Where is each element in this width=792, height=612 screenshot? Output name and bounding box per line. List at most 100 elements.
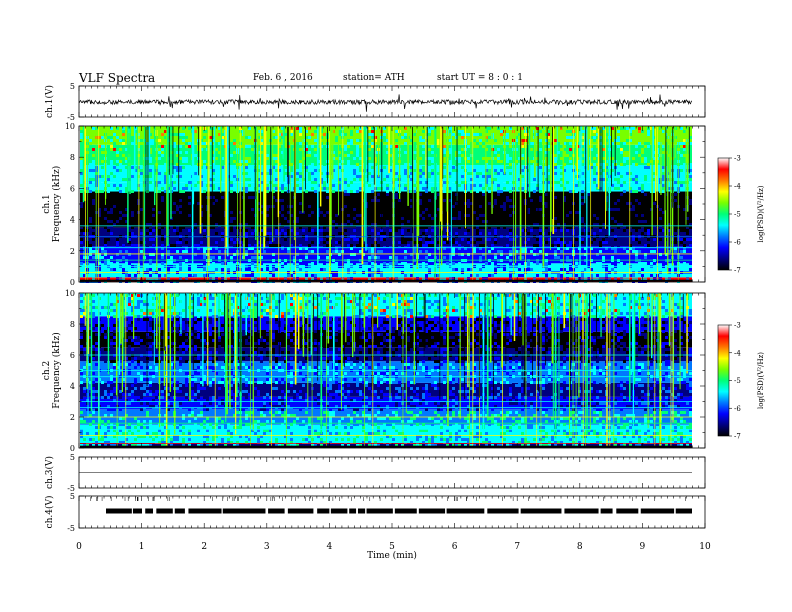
psd-cell [644, 166, 647, 169]
psd-cell [518, 160, 521, 163]
psd-cell [644, 253, 647, 256]
psd-cell [287, 232, 290, 235]
psd-cell [497, 223, 500, 226]
psd-cell [413, 127, 416, 130]
psd-cell [362, 199, 365, 202]
psd-cell [152, 238, 155, 241]
psd-cell [137, 142, 140, 145]
psd-cell [248, 145, 251, 148]
psd-cell [158, 190, 161, 193]
psd-cell [203, 226, 206, 229]
psd-cell [371, 175, 374, 178]
psd-cell [482, 142, 485, 145]
psd-cell [209, 136, 212, 139]
psd-cell [608, 274, 611, 277]
psd-cell [353, 208, 356, 211]
psd-cell [581, 262, 584, 265]
figure-title: VLF Spectra [79, 71, 156, 85]
psd-cell [485, 145, 488, 148]
psd-cell [353, 169, 356, 172]
psd-cell [536, 208, 539, 211]
psd-cell [548, 148, 551, 151]
psd-cell [590, 274, 593, 277]
psd-cell [482, 166, 485, 169]
psd-cell [485, 262, 488, 265]
psd-cell [482, 157, 485, 160]
psd-cell [314, 199, 317, 202]
psd-cell [569, 130, 572, 133]
psd-cell [641, 130, 644, 133]
psd-cell [137, 220, 140, 223]
psd-cell [635, 232, 638, 235]
psd-cell [362, 184, 365, 187]
psd-cell [548, 202, 551, 205]
psd-cell [104, 274, 107, 277]
psd-cell [680, 253, 683, 256]
psd-cell [614, 205, 617, 208]
psd-cell [401, 238, 404, 241]
psd-cell [479, 133, 482, 136]
psd-cell [680, 238, 683, 241]
psd-cell [443, 253, 446, 256]
psd-cell [296, 142, 299, 145]
psd-cell [473, 178, 476, 181]
psd-cell [164, 199, 167, 202]
psd-cell [581, 172, 584, 175]
psd-cell [629, 127, 632, 130]
psd-cell [362, 250, 365, 253]
psd-cell [377, 268, 380, 271]
psd-cell [149, 229, 152, 232]
psd-cell [620, 163, 623, 166]
psd-cell [305, 163, 308, 166]
psd-cell [233, 217, 236, 220]
psd-cell [635, 181, 638, 184]
psd-cell [437, 142, 440, 145]
psd-cell [215, 220, 218, 223]
psd-cell [569, 244, 572, 247]
psd-cell [299, 127, 302, 130]
psd-cell [497, 196, 500, 199]
psd-cell [374, 127, 377, 130]
psd-cell [443, 151, 446, 154]
psd-cell [410, 139, 413, 142]
psd-cell [179, 202, 182, 205]
psd-cell [593, 157, 596, 160]
psd-cell [647, 262, 650, 265]
psd-cell [281, 220, 284, 223]
psd-cell [647, 238, 650, 241]
psd-cell [488, 202, 491, 205]
psd-cell [149, 220, 152, 223]
psd-cell [281, 247, 284, 250]
psd-cell [626, 127, 629, 130]
psd-cell [356, 166, 359, 169]
psd-cell [125, 214, 128, 217]
psd-cell [263, 247, 266, 250]
psd-cell [272, 232, 275, 235]
psd-cell [89, 199, 92, 202]
psd-cell [635, 163, 638, 166]
psd-cell [248, 268, 251, 271]
psd-cell [128, 256, 131, 259]
psd-cell [452, 172, 455, 175]
psd-cell [632, 181, 635, 184]
psd-cell [362, 169, 365, 172]
psd-cell [410, 136, 413, 139]
psd-cell [347, 238, 350, 241]
psd-cell [257, 217, 260, 220]
psd-cell [188, 223, 191, 226]
psd-cell [185, 136, 188, 139]
psd-cell [359, 193, 362, 196]
psd-cell [401, 151, 404, 154]
psd-cell [518, 136, 521, 139]
psd-cell [266, 157, 269, 160]
psd-cell [182, 208, 185, 211]
psd-cell [362, 211, 365, 214]
psd-cell [233, 244, 236, 247]
psd-cell [182, 262, 185, 265]
psd-cell [602, 223, 605, 226]
psd-cell [386, 196, 389, 199]
psd-cell [167, 262, 170, 265]
psd-cell [629, 211, 632, 214]
psd-cell [503, 220, 506, 223]
psd-cell [506, 181, 509, 184]
